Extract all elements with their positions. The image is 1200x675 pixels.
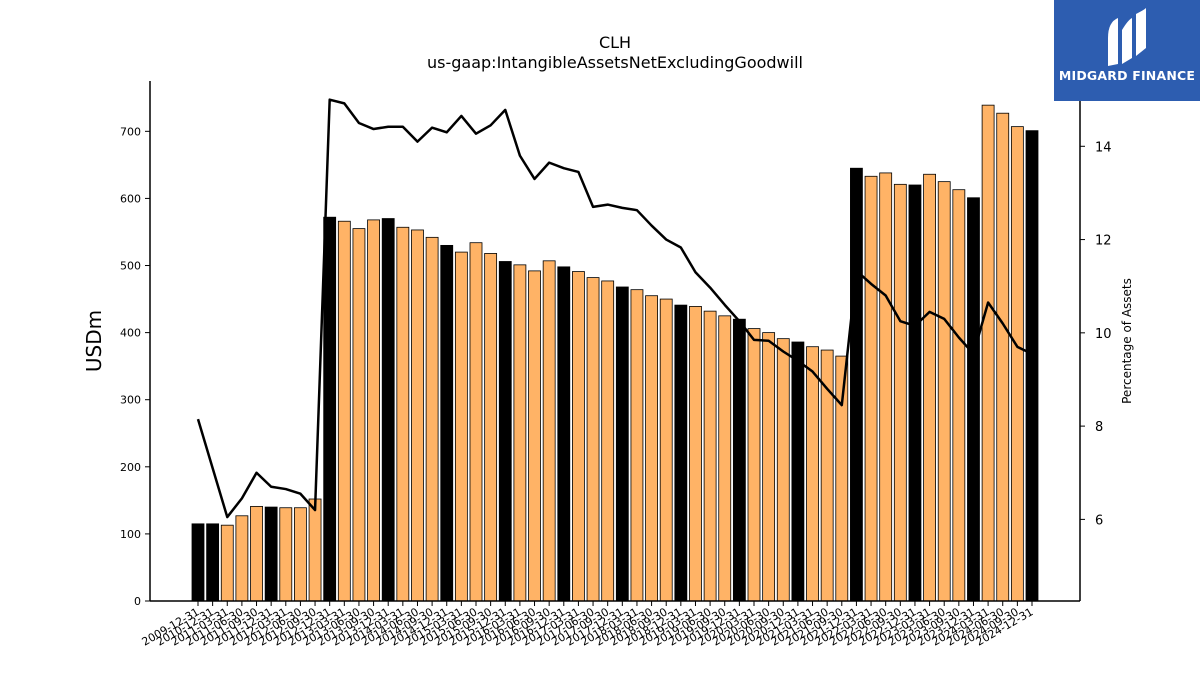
bar — [323, 216, 337, 602]
bar — [586, 277, 600, 602]
bar — [967, 197, 980, 602]
bar — [615, 286, 629, 602]
bar — [279, 507, 293, 602]
axes: 0100200300400500600700681012142009-12-31… — [120, 81, 1112, 649]
bar — [996, 112, 1010, 602]
bar — [572, 271, 585, 602]
bar — [454, 251, 468, 602]
bar — [908, 184, 922, 602]
bar — [557, 266, 571, 602]
bar — [776, 338, 790, 602]
bar — [220, 524, 234, 602]
bar — [498, 261, 512, 602]
y2-tick-label: 6 — [1095, 513, 1103, 528]
y2-axis-label: Percentage of Assets — [1120, 278, 1134, 404]
bar — [645, 295, 658, 602]
bar — [542, 260, 556, 602]
y-tick-label: 300 — [120, 394, 141, 407]
bar — [718, 315, 732, 602]
brand-logo: MIDGARD FINANCE — [1054, 0, 1200, 101]
y2-tick-label: 12 — [1095, 234, 1112, 249]
bar — [893, 183, 907, 602]
bar — [367, 219, 380, 602]
bar — [879, 172, 893, 602]
chart-title: CLH — [599, 33, 631, 52]
y2-tick-label: 8 — [1095, 420, 1103, 435]
line-series — [196, 98, 1033, 519]
bar — [689, 306, 702, 602]
bar — [674, 304, 688, 602]
bar — [352, 228, 366, 602]
y-tick-label: 400 — [120, 327, 141, 340]
bar — [469, 242, 483, 602]
bar — [381, 218, 395, 602]
bar — [601, 280, 615, 602]
bar — [659, 298, 673, 602]
y-tick-label: 500 — [120, 260, 141, 273]
y-tick-label: 100 — [120, 528, 141, 541]
bar — [630, 289, 644, 602]
bar — [850, 167, 863, 602]
bar — [308, 498, 322, 602]
bar — [1010, 126, 1024, 602]
logo-text: MIDGARD FINANCE — [1058, 68, 1196, 83]
percentage-line — [196, 98, 1033, 519]
bar — [411, 229, 424, 602]
bar — [513, 264, 527, 602]
bar — [937, 181, 951, 602]
midgard-logo-icon — [1108, 8, 1146, 66]
bar — [762, 332, 776, 602]
y-tick-label: 700 — [120, 125, 141, 138]
bar — [1025, 130, 1039, 602]
bar — [440, 244, 454, 602]
bar — [206, 523, 220, 602]
bar — [923, 173, 936, 602]
bar — [191, 523, 205, 602]
bar — [264, 506, 278, 602]
bar — [747, 328, 761, 602]
bar — [732, 318, 746, 602]
bar — [337, 220, 351, 602]
bar — [294, 507, 307, 602]
y-tick-label: 0 — [134, 595, 141, 608]
bar — [835, 355, 849, 602]
y2-tick-label: 10 — [1095, 327, 1112, 342]
bar — [250, 505, 263, 602]
bar — [981, 104, 995, 602]
chart-subtitle: us-gaap:IntangibleAssetsNetExcludingGood… — [427, 53, 803, 72]
bar — [864, 175, 878, 602]
bar — [952, 189, 966, 602]
y-tick-label: 200 — [120, 461, 141, 474]
bar — [528, 270, 541, 602]
bar — [806, 346, 819, 602]
y2-tick-label: 14 — [1095, 140, 1112, 155]
bar-series — [191, 104, 1039, 602]
bar — [425, 236, 439, 602]
bar — [396, 226, 410, 602]
bar — [484, 253, 498, 602]
bar — [703, 310, 717, 602]
y-axis-label: USDm — [82, 310, 106, 372]
y-tick-label: 600 — [120, 192, 141, 205]
bar — [235, 515, 249, 602]
bar — [791, 341, 805, 602]
